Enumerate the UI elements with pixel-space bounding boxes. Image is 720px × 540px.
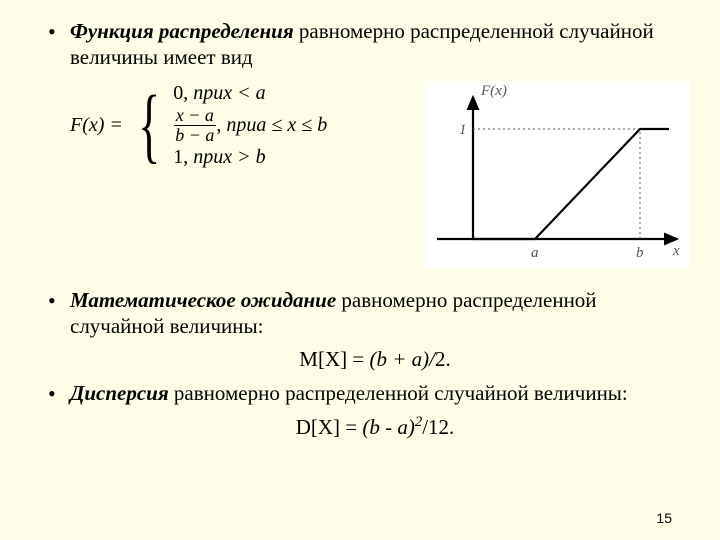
svg-text:a: a bbox=[531, 245, 539, 261]
bullet-2: Математическое ожидание равномерно распр… bbox=[70, 287, 680, 340]
formula-and-graph-row: F(x) = { 0, npu x < a x − a b − a , bbox=[70, 81, 680, 269]
bullet-1-bold: Функция распределения bbox=[70, 19, 294, 43]
variance-lhs: D[X] = bbox=[296, 415, 363, 439]
svg-text:b: b bbox=[636, 245, 644, 261]
svg-text:F(x): F(x) bbox=[480, 83, 507, 99]
bullet-3-bold: Дисперсия bbox=[70, 381, 169, 405]
bullet-3-rest: равномерно распределенной случайной вели… bbox=[169, 381, 628, 405]
case2-den: b − a bbox=[173, 126, 216, 145]
expectation-rhs: (b + a)/ bbox=[369, 347, 435, 371]
case3-cond: x > b bbox=[223, 146, 265, 169]
expectation-lhs: M[X] = bbox=[299, 347, 369, 371]
case1-cond: x < a bbox=[223, 82, 265, 105]
page-number: 15 bbox=[656, 510, 672, 526]
bullet-3: Дисперсия равномерно распределенной случ… bbox=[70, 380, 680, 406]
variance-rhs: (b - a) bbox=[362, 415, 414, 439]
svg-text:1: 1 bbox=[459, 122, 467, 138]
bullet-2-bold: Математическое ожидание bbox=[70, 288, 336, 312]
expectation-formula: M[X] = (b + a)/2. bbox=[70, 347, 680, 372]
variance-formula: D[X] = (b - a)2/12. bbox=[70, 414, 680, 440]
case-2: x − a b − a , npu a ≤ x ≤ b bbox=[173, 113, 327, 139]
case2-num: x − a bbox=[174, 106, 216, 126]
svg-text:x: x bbox=[672, 243, 680, 259]
case2-cond: a ≤ x ≤ b bbox=[256, 114, 327, 137]
piecewise-lhs: F(x) = bbox=[70, 114, 123, 137]
case2-comma: , bbox=[216, 114, 221, 137]
expectation-tail: 2. bbox=[435, 347, 451, 371]
bullet-1: Функция распределения равномерно распред… bbox=[70, 18, 680, 71]
case1-condpre: npu bbox=[193, 82, 223, 105]
variance-tail: /12. bbox=[422, 415, 454, 439]
brace-icon: { bbox=[138, 88, 160, 164]
case-1: 0, npu x < a bbox=[173, 81, 327, 107]
case-3: 1, npu x > b bbox=[173, 145, 327, 171]
piecewise-formula: F(x) = { 0, npu x < a x − a b − a , bbox=[70, 81, 327, 171]
case2-frac: x − a b − a bbox=[173, 106, 216, 145]
case3-condpre: npu bbox=[193, 146, 223, 169]
case1-val: 0, bbox=[173, 82, 188, 105]
case2-condpre: npu bbox=[226, 114, 256, 137]
cdf-graph: F(x) x 1 a b bbox=[425, 81, 690, 269]
case3-val: 1, bbox=[173, 146, 188, 169]
